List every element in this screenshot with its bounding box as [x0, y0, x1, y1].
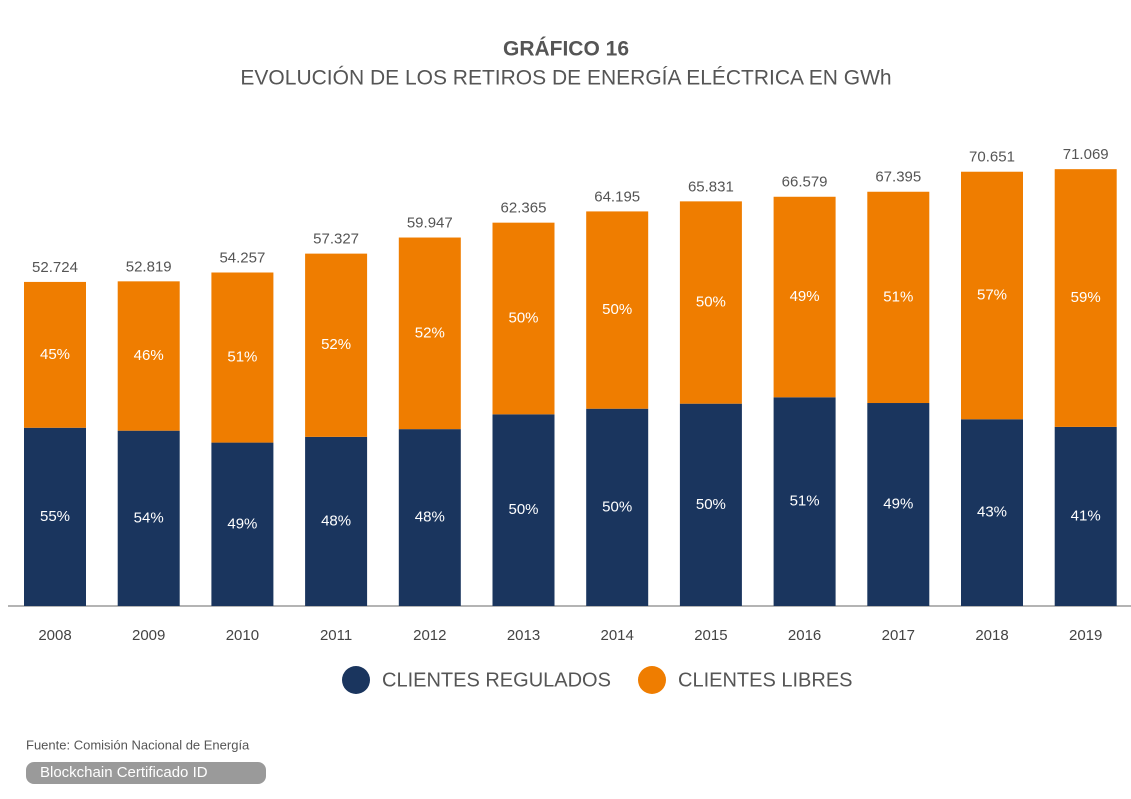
x-tick-label: 2017	[882, 627, 915, 644]
segment-label: 48%	[321, 512, 351, 529]
segment-label: 51%	[227, 349, 257, 366]
x-tick-label: 2012	[413, 627, 446, 644]
bar-segment	[773, 196, 836, 398]
bar-segment	[492, 222, 555, 415]
x-tick-label: 2010	[226, 627, 259, 644]
bar-segment	[398, 237, 461, 430]
chart-title: GRÁFICO 16	[503, 38, 629, 61]
segment-label: 51%	[790, 493, 820, 510]
bar-segment	[773, 397, 836, 606]
total-label: 67.395	[875, 169, 921, 186]
total-label: 71.069	[1063, 146, 1109, 163]
total-label: 62.365	[501, 200, 547, 217]
legend-swatch	[342, 666, 370, 694]
segment-label: 50%	[696, 496, 726, 513]
bar-segment	[117, 281, 180, 431]
total-label: 52.819	[126, 258, 172, 275]
legend-label: CLIENTES LIBRES	[678, 669, 853, 691]
badge: Blockchain Certificado ID	[40, 764, 208, 781]
bar-segment	[679, 403, 742, 606]
x-tick-label: 2009	[132, 627, 165, 644]
segment-label: 50%	[508, 309, 538, 326]
bar-segment	[305, 253, 368, 437]
segment-label: 48%	[415, 509, 445, 526]
bar-segment	[679, 201, 742, 404]
bar-segment	[961, 419, 1023, 606]
segment-label: 49%	[227, 515, 257, 532]
bar-segment	[961, 171, 1023, 420]
total-label: 66.579	[782, 174, 828, 191]
bar-segment	[211, 272, 274, 443]
segment-label: 45%	[40, 346, 70, 363]
segment-label: 49%	[883, 495, 913, 512]
bar-segment	[24, 281, 86, 428]
segment-label: 49%	[790, 288, 820, 305]
x-tick-label: 2018	[975, 627, 1008, 644]
bar-segment	[586, 211, 649, 409]
segment-label: 59%	[1071, 289, 1101, 306]
bar-segment	[867, 191, 930, 404]
segment-label: 46%	[134, 347, 164, 364]
bar-segment	[24, 427, 86, 606]
bar-segment	[1054, 169, 1117, 427]
segment-label: 54%	[134, 509, 164, 526]
legend-swatch	[638, 666, 666, 694]
bar-segment	[867, 403, 930, 606]
x-tick-label: 2011	[320, 627, 352, 644]
segment-label: 50%	[696, 293, 726, 310]
chart-subtitle: EVOLUCIÓN DE LOS RETIROS DE ENERGÍA ELÉC…	[240, 67, 891, 90]
segment-label: 50%	[508, 501, 538, 518]
total-label: 59.947	[407, 214, 453, 231]
segment-label: 50%	[602, 301, 632, 318]
total-label: 64.195	[594, 188, 640, 205]
bar-segment	[1054, 426, 1117, 606]
bar-segment	[398, 429, 461, 606]
x-tick-label: 2015	[694, 627, 727, 644]
x-tick-label: 2014	[601, 627, 634, 644]
x-tick-label: 2016	[788, 627, 821, 644]
bar-segment	[586, 408, 649, 606]
segment-label: 50%	[602, 498, 632, 515]
segment-label: 43%	[977, 504, 1007, 521]
segment-label: 57%	[977, 286, 1007, 303]
segment-label: 41%	[1071, 507, 1101, 524]
total-label: 70.651	[969, 149, 1015, 166]
segment-label: 52%	[415, 324, 445, 341]
bar-segment	[211, 442, 274, 606]
segment-label: 52%	[321, 336, 351, 353]
x-tick-label: 2019	[1069, 627, 1102, 644]
bar-segment	[492, 414, 555, 606]
x-tick-label: 2013	[507, 627, 540, 644]
x-tick-label: 2008	[38, 627, 71, 644]
total-label: 65.831	[688, 178, 734, 195]
total-label: 52.724	[32, 259, 78, 276]
bar-segment	[305, 436, 368, 606]
source: Fuente: Comisión Nacional de Energía	[26, 737, 250, 752]
legend-label: CLIENTES REGULADOS	[382, 669, 611, 691]
segment-label: 51%	[883, 288, 913, 305]
bar-segment	[117, 430, 180, 606]
total-label: 54.257	[219, 249, 265, 266]
total-label: 57.327	[313, 231, 359, 248]
segment-label: 55%	[40, 508, 70, 525]
badge-box	[26, 762, 266, 784]
